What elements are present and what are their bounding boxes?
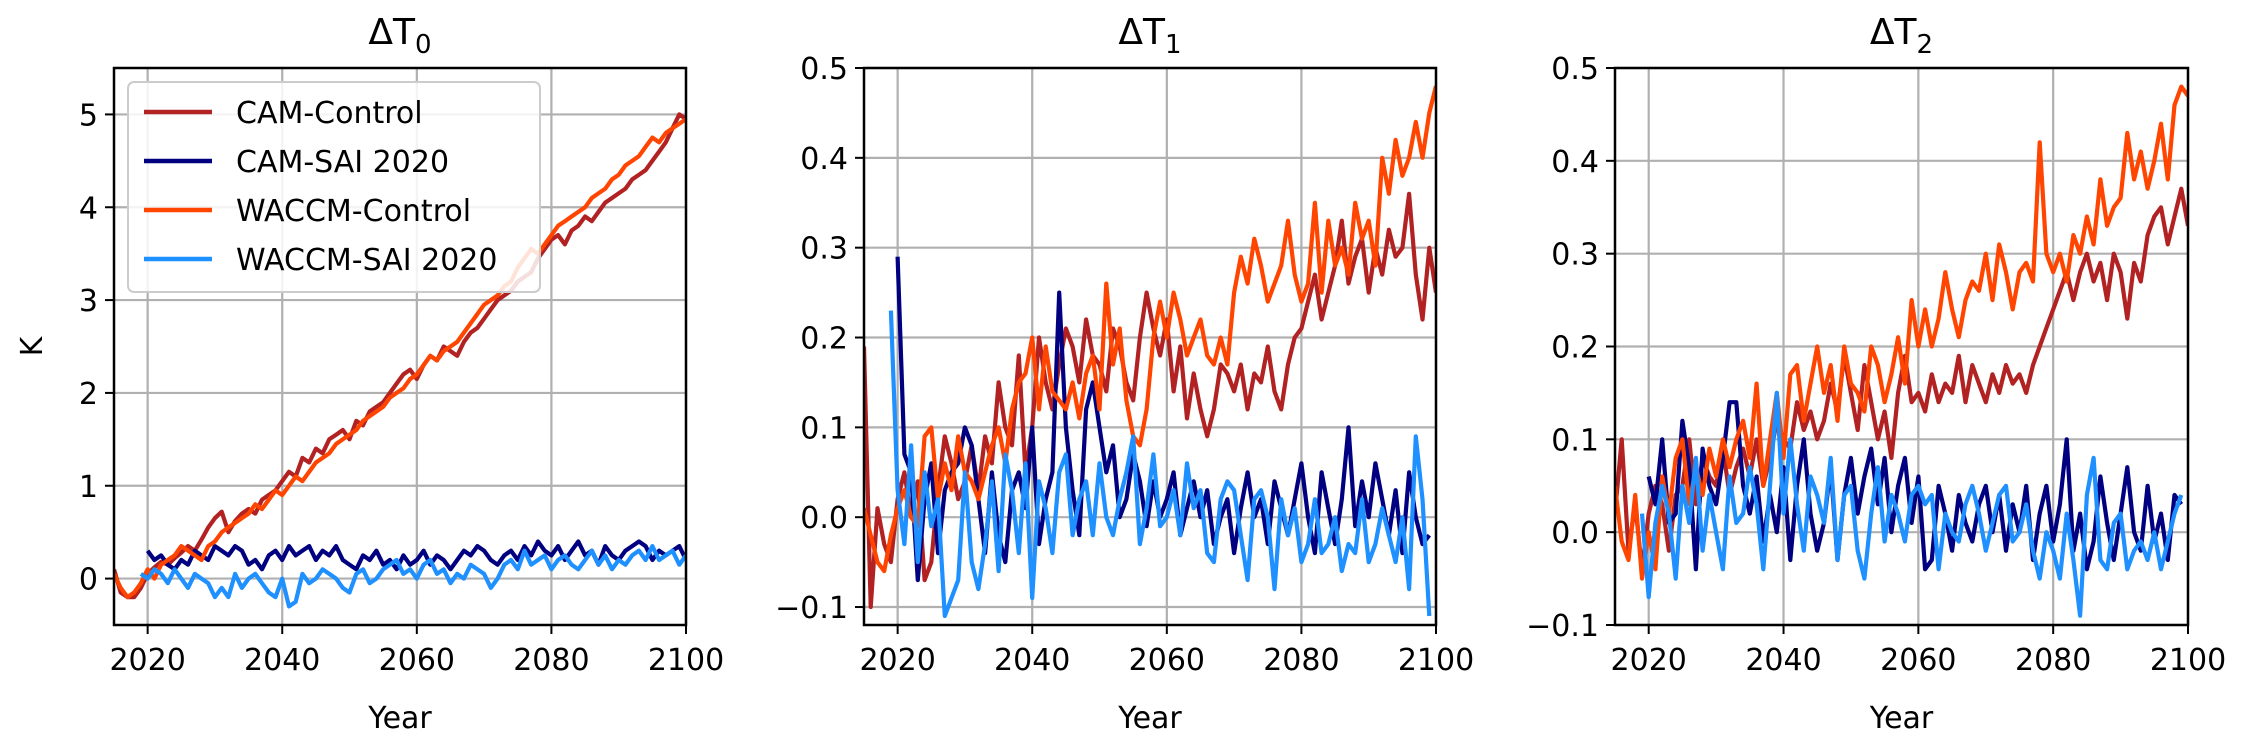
series-line-cam-sai-2020 (895, 256, 1431, 583)
x-tick-label: 2040 (244, 643, 320, 678)
series-line-cam-control (114, 112, 686, 600)
chart-title: ΔT0 (368, 12, 431, 60)
panel-2: 2020 2040 2060 2080 2100 −0.1 0.0 0.1 0.2 0.3 0.4 0… (1526, 12, 2226, 736)
legend-label: CAM-SAI 2020 (236, 145, 449, 180)
chart-title-main: ΔT (1118, 12, 1166, 53)
series-line-waccm-control (114, 117, 686, 600)
legend-label: WACCM-Control (236, 194, 471, 229)
y-tick-label: −0.1 (1526, 609, 1599, 644)
axes-frame (862, 66, 1438, 627)
y-tick-label: 0.2 (800, 322, 848, 357)
x-tick-label: 2060 (379, 643, 455, 678)
legend-box (127, 81, 541, 293)
series-line-waccm-sai-2020 (888, 310, 1432, 619)
chart-title: ΔT2 (1870, 12, 1933, 60)
x-tick-label: 2040 (1745, 643, 1821, 678)
x-axis-label: Year (367, 701, 432, 736)
x-tick-label: 2100 (2150, 643, 2226, 678)
y-tick-label: 2 (79, 377, 98, 412)
y-tick-label: 3 (79, 284, 98, 319)
y-tick-label: 0.5 (1551, 52, 1599, 87)
x-tick-label: 2080 (2015, 643, 2091, 678)
x-tick-label: 2060 (1880, 643, 1956, 678)
y-tick-label: 0.3 (800, 232, 848, 267)
series-line-waccm-control (864, 85, 1436, 574)
chart-title: ΔT1 (1118, 12, 1181, 60)
panel-1: 2020 2040 2060 2080 2100 −0.1 0.0 0.1 0.2 0.3 0.4 0… (775, 12, 1474, 736)
chart-title-main: ΔT (368, 12, 416, 53)
x-tick-label: 2080 (1263, 643, 1339, 678)
y-tick-label: 0.5 (800, 52, 848, 87)
y-tick-label: 0.2 (1551, 331, 1599, 366)
y-tick-label: 4 (79, 191, 98, 226)
x-tick-label: 2020 (1611, 643, 1687, 678)
y-tick-label: 0.4 (800, 142, 848, 177)
y-axis-label: K (15, 335, 50, 356)
chart-title-subscript: 1 (1165, 30, 1182, 60)
chart-title-subscript: 0 (415, 30, 432, 60)
series-line-waccm-control (1615, 84, 2188, 581)
y-tick-label: 0 (79, 563, 98, 598)
x-tick-label: 2100 (1398, 643, 1474, 678)
x-tick-label: 2020 (859, 643, 935, 678)
legend: CAM-Control CAM-SAI 2020 WACCM-Control WACC… (127, 81, 541, 293)
legend-label: WACCM-SAI 2020 (236, 243, 497, 278)
series-line-waccm-sai-2020 (139, 543, 686, 609)
axes-frame (112, 66, 688, 627)
series-line-cam-control (864, 191, 1436, 610)
x-tick-label: 2040 (994, 643, 1070, 678)
chart-title-subscript: 2 (1917, 30, 1934, 60)
x-axis-label: Year (1117, 701, 1182, 736)
series-line-cam-sai-2020 (1646, 400, 2183, 572)
x-tick-label: 2100 (648, 643, 724, 678)
x-tick-label: 2060 (1129, 643, 1205, 678)
y-tick-label: 0.1 (1551, 423, 1599, 458)
y-tick-label: 1 (79, 470, 98, 505)
y-tick-label: 5 (79, 98, 98, 133)
chart-title-main: ΔT (1870, 12, 1918, 53)
y-tick-label: 0.1 (800, 411, 848, 446)
y-tick-label: 0.0 (800, 501, 848, 536)
series-line-waccm-sai-2020 (1639, 390, 2184, 618)
x-axis-label: Year (1869, 701, 1934, 736)
y-tick-label: 0.0 (1551, 516, 1599, 551)
x-tick-label: 2020 (109, 643, 185, 678)
y-tick-label: −0.1 (775, 591, 848, 626)
legend-label: CAM-Control (236, 96, 423, 131)
x-tick-label: 2080 (513, 643, 589, 678)
y-tick-label: 0.3 (1551, 238, 1599, 273)
y-tick-label: 0.4 (1551, 145, 1599, 180)
